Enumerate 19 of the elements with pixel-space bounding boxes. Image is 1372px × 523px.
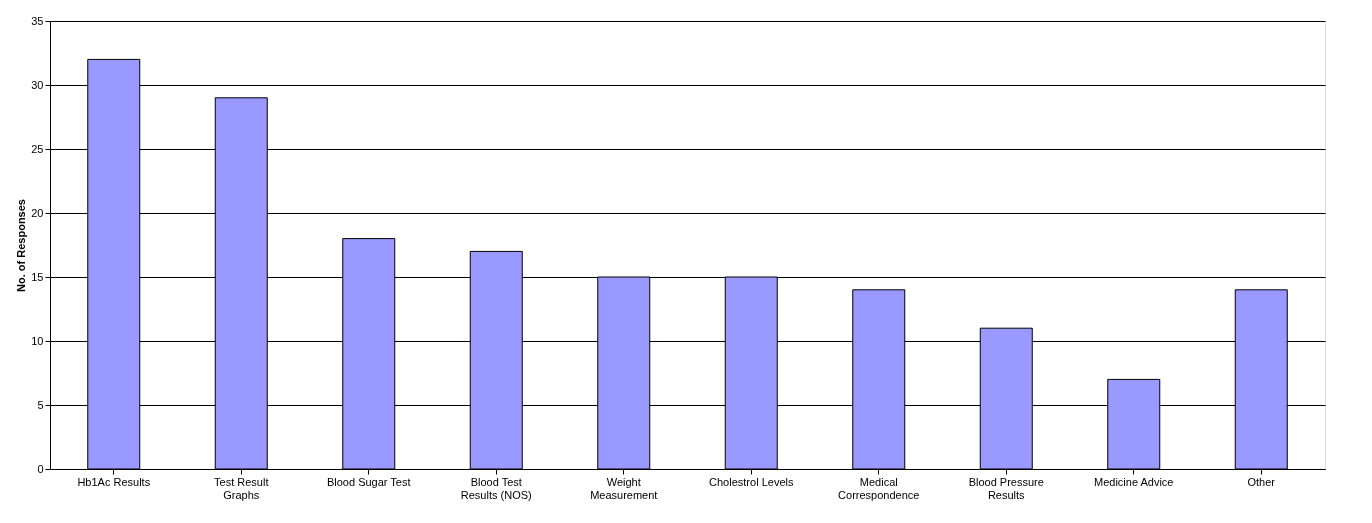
y-axis-title: No. of Responses [15, 199, 28, 292]
x-tick-label: Blood Pressure Results [968, 475, 1044, 501]
y-tick-label: 20 [31, 206, 44, 219]
x-tick-label: Other [1247, 475, 1276, 488]
y-tick-label: 15 [31, 270, 44, 283]
y-tick-label: 25 [31, 142, 44, 155]
x-tick-label: Medicine Advice [1094, 475, 1174, 488]
x-tick-label: Test Result Graphs [214, 475, 269, 501]
x-tick-label: Blood Sugar Test [326, 475, 411, 488]
x-tick-label: Weight Measurement [590, 475, 658, 501]
x-tick-label: Cholestrol Levels [709, 475, 794, 488]
y-tick-label: 5 [37, 398, 44, 411]
y-tick-label: 10 [31, 334, 44, 347]
x-tick-label: Hb1Ac Results [77, 475, 151, 488]
y-tick-label: 30 [31, 78, 44, 91]
x-tick-label: Medical Correspondence [838, 475, 920, 501]
y-tick-label: 0 [37, 462, 44, 475]
y-tick-label: 35 [31, 14, 44, 27]
x-tick-label: Blood Test Results (NOS) [460, 475, 532, 501]
